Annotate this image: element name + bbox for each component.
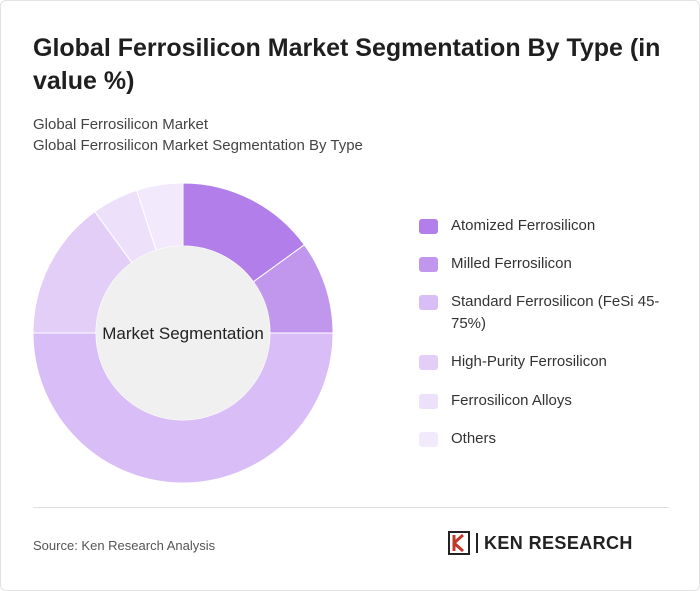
ken-research-logo: KEN RESEARCH [448, 531, 633, 555]
legend-label: Standard Ferrosilicon (FeSi 45-75%) [451, 293, 660, 332]
legend-item: Atomized Ferrosilicon [419, 215, 676, 237]
legend-swatch [419, 355, 438, 370]
legend-swatch [419, 219, 438, 234]
subtitle-segmentation: Global Ferrosilicon Market Segmentation … [33, 137, 363, 154]
legend-item: Ferrosilicon Alloys [419, 390, 676, 412]
ken-logo-icon [448, 531, 470, 555]
logo-separator [476, 533, 478, 553]
footer-divider [33, 507, 669, 508]
legend-swatch [419, 257, 438, 272]
subtitle-market: Global Ferrosilicon Market [33, 116, 209, 133]
donut-chart: Market Segmentation [32, 182, 334, 484]
source-note: Source: Ken Research Analysis [33, 538, 216, 553]
chart-title: Global Ferrosilicon Market Segmentation … [33, 34, 661, 95]
logo-text: KEN RESEARCH [484, 532, 633, 553]
donut-center-label: Market Segmentation [102, 324, 264, 343]
legend-item: Standard Ferrosilicon (FeSi 45-75%) [419, 291, 676, 335]
legend-item: Milled Ferrosilicon [419, 253, 676, 275]
chart-subtitle: Global Ferrosilicon Market Global Ferros… [33, 114, 633, 156]
legend-label: Ferrosilicon Alloys [451, 392, 572, 409]
donut-center [96, 246, 270, 420]
legend-swatch [419, 295, 438, 310]
legend-swatch [419, 432, 438, 447]
legend-label: Atomized Ferrosilicon [451, 217, 596, 234]
legend-item: Others [419, 428, 676, 450]
legend-label: Others [451, 430, 497, 447]
legend-item: High-Purity Ferrosilicon [419, 351, 676, 373]
legend-label: High-Purity Ferrosilicon [451, 353, 607, 370]
legend-label: Milled Ferrosilicon [451, 255, 572, 272]
legend-swatch [419, 394, 438, 409]
